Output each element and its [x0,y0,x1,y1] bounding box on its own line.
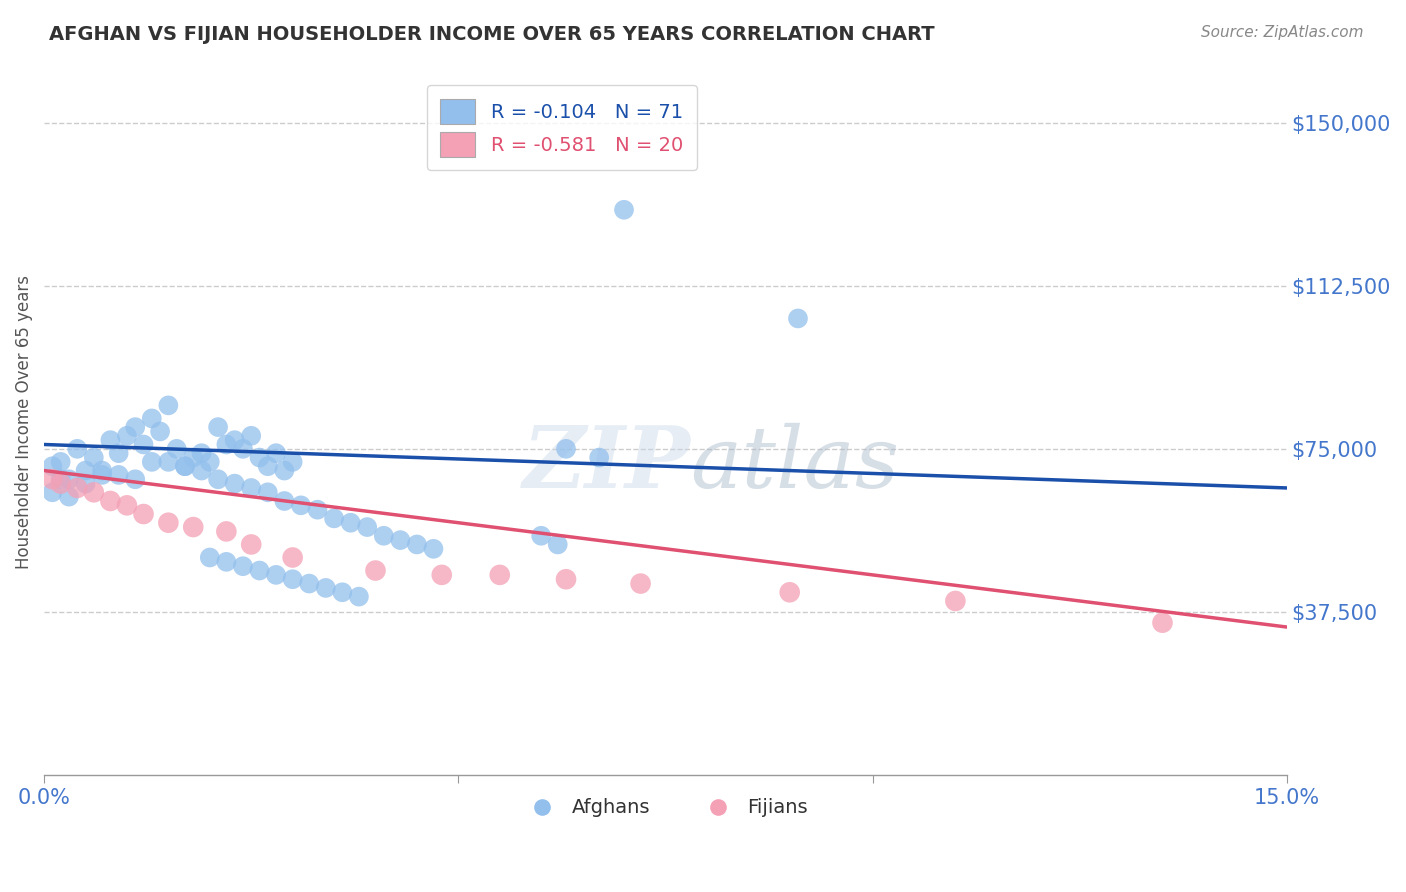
Point [224,476,246,491]
Point [215,437,238,451]
Text: atlas: atlas [690,423,900,506]
Point [430,567,453,582]
Point [787,311,810,326]
Point [240,481,263,495]
Point [132,437,155,451]
Text: Source: ZipAtlas.com: Source: ZipAtlas.com [1201,25,1364,40]
Point [347,590,370,604]
Point [75,476,97,491]
Point [389,533,412,548]
Point [630,576,652,591]
Point [373,529,395,543]
Point [555,442,578,456]
Point [174,459,197,474]
Point [49,476,72,491]
Point [66,481,89,495]
Point [240,537,263,551]
Point [215,524,238,539]
Point [157,398,180,412]
Point [281,550,304,565]
Point [75,464,97,478]
Point [41,472,63,486]
Point [339,516,361,530]
Point [157,516,180,530]
Point [115,429,138,443]
Point [190,464,212,478]
Legend: Afghans, Fijians: Afghans, Fijians [515,790,815,825]
Point [249,450,271,465]
Point [588,450,610,465]
Point [224,433,246,447]
Point [41,485,63,500]
Point [364,564,387,578]
Point [124,420,146,434]
Point [41,459,63,474]
Point [91,467,114,482]
Point [232,442,254,456]
Point [298,576,321,591]
Point [264,446,287,460]
Point [207,420,229,434]
Point [124,472,146,486]
Point [141,411,163,425]
Point [422,541,444,556]
Point [141,455,163,469]
Y-axis label: Householder Income Over 65 years: Householder Income Over 65 years [15,275,32,569]
Point [100,433,122,447]
Point [198,550,221,565]
Text: ZIP: ZIP [523,422,690,506]
Point [406,537,429,551]
Point [190,446,212,460]
Point [107,446,129,460]
Point [83,450,105,465]
Point [181,450,204,465]
Point [149,425,172,439]
Point [132,507,155,521]
Point [779,585,801,599]
Point [66,442,89,456]
Point [613,202,636,217]
Point [181,520,204,534]
Point [290,499,312,513]
Point [215,555,238,569]
Text: AFGHAN VS FIJIAN HOUSEHOLDER INCOME OVER 65 YEARS CORRELATION CHART: AFGHAN VS FIJIAN HOUSEHOLDER INCOME OVER… [49,25,935,44]
Point [83,485,105,500]
Point [945,594,967,608]
Point [91,464,114,478]
Point [115,499,138,513]
Point [307,502,329,516]
Point [281,572,304,586]
Point [157,455,180,469]
Point [100,494,122,508]
Point [207,472,229,486]
Point [256,485,278,500]
Point [256,459,278,474]
Point [166,442,188,456]
Point [174,459,197,474]
Point [547,537,569,551]
Point [555,572,578,586]
Point [58,472,80,486]
Point [49,472,72,486]
Point [273,494,295,508]
Point [273,464,295,478]
Point [107,467,129,482]
Point [315,581,337,595]
Point [356,520,378,534]
Point [264,567,287,582]
Point [240,429,263,443]
Point [488,567,510,582]
Point [330,585,353,599]
Point [198,455,221,469]
Point [530,529,553,543]
Point [1152,615,1174,630]
Point [323,511,346,525]
Point [281,455,304,469]
Point [49,455,72,469]
Point [249,564,271,578]
Point [232,559,254,574]
Point [58,490,80,504]
